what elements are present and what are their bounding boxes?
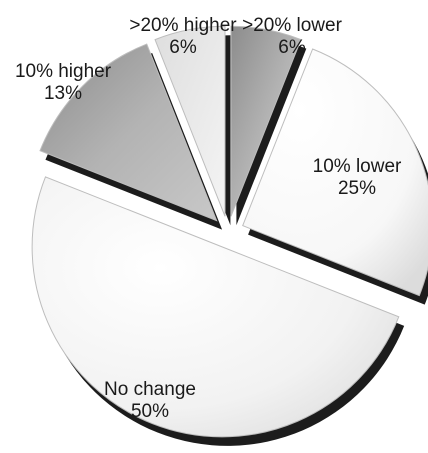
slice-label: >20% higher (129, 15, 237, 36)
slice-value-label: 6% (278, 37, 306, 58)
pie-slice-group (31, 176, 405, 446)
pie-slice-group (242, 48, 428, 305)
slice-value-label: 13% (44, 83, 82, 104)
pie-slice-group (230, 25, 307, 226)
pie-slice (242, 48, 428, 297)
pie-slice-group (154, 25, 231, 226)
pie-slice (31, 176, 400, 438)
slice-value-label: 25% (338, 178, 376, 199)
slice-label: 10% lower (313, 156, 402, 177)
slice-value-label: 6% (169, 37, 197, 58)
pie-slice-group (39, 43, 223, 230)
pie-slice (230, 25, 302, 217)
slice-label: >20% lower (242, 15, 342, 36)
slice-label: 10% higher (15, 61, 112, 82)
slice-value-label: 50% (131, 401, 169, 422)
pie-slice (154, 25, 226, 217)
slice-label: No change (104, 379, 196, 400)
pie-slice (39, 43, 218, 222)
